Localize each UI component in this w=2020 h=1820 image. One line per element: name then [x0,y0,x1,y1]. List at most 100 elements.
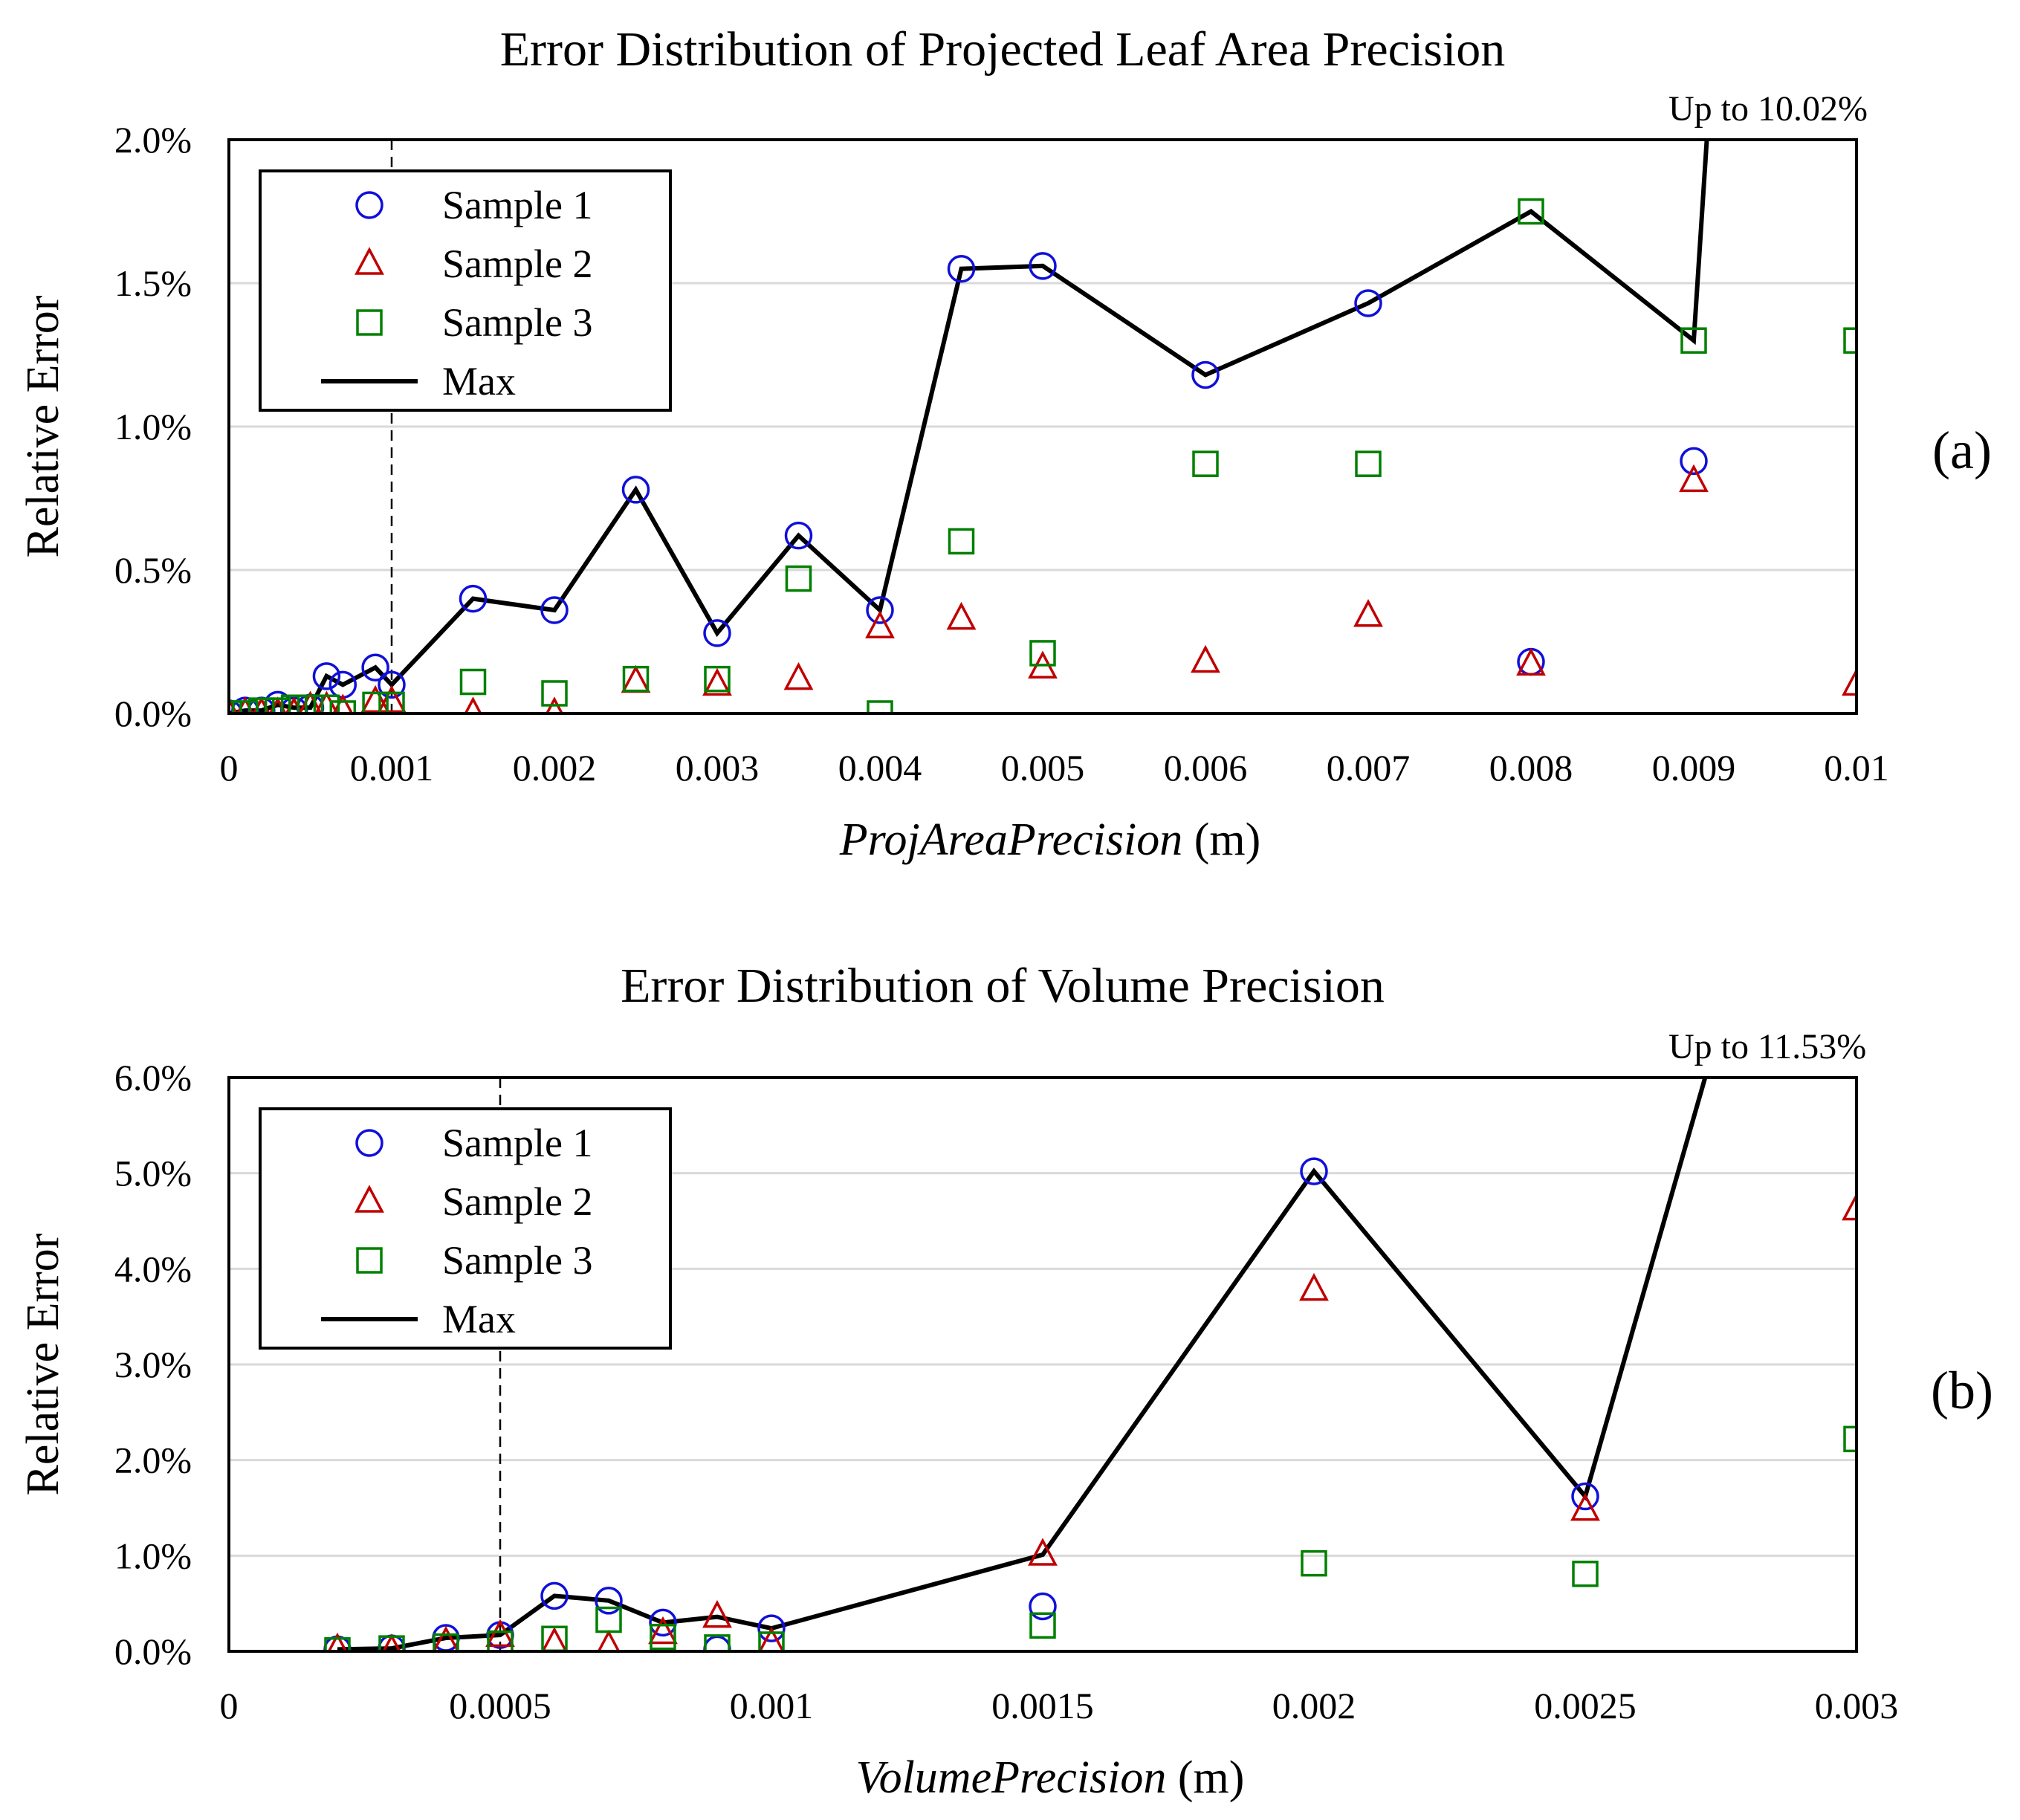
x-tick-label: 0.002 [1272,1685,1356,1726]
series-sample-3 [229,198,1856,713]
data-point [540,596,569,624]
data-point [327,1632,348,1651]
data-point [248,697,275,713]
data-point [703,1635,731,1651]
x-tick-label: 0.002 [513,747,597,788]
data-point [264,697,291,713]
data-point [433,1633,459,1651]
data-point [232,700,259,713]
x-tick-label: 0.007 [1327,747,1411,788]
legend-marker [355,1185,384,1213]
chart-title: Error Distribution of Volume Precision [621,959,1385,1013]
data-point [947,254,976,283]
max-line [337,1078,1708,1651]
x-tick-label: 0.003 [1815,1685,1899,1726]
data-point [485,1619,515,1648]
data-point [1843,1425,1856,1453]
legend-box [259,169,672,412]
data-point [1842,667,1856,696]
data-point [361,653,389,681]
data-point [702,667,732,696]
data-point [758,1631,785,1651]
data-point [1029,1612,1056,1639]
data-point [648,1616,678,1645]
data-point [595,1587,623,1615]
data-point [649,1608,677,1637]
data-point [312,662,341,690]
data-point [948,528,975,555]
data-point [459,584,488,613]
chart-title: Error Distribution of Projected Leaf Are… [500,22,1506,77]
data-point [540,1581,569,1610]
panel-label: (b) [1931,1361,1993,1420]
y-tick-label: 1.0% [114,1535,192,1576]
data-point [268,696,287,713]
data-point [1680,327,1707,354]
data-point [541,1626,568,1651]
y-tick-label: 1.5% [114,262,192,304]
x-tick-label: 0.006 [1164,747,1248,788]
x-tick-label: 0 [220,1685,239,1726]
data-point [252,696,271,713]
data-point [541,680,568,707]
data-point [621,664,651,693]
data-point [1842,1192,1856,1221]
legend-marker [355,247,384,275]
x-tick-label: 0.0025 [1534,1685,1637,1726]
data-point [703,619,731,647]
annotation-label: Up to 11.53% [1668,1027,1866,1066]
data-point [313,694,340,713]
data-point [362,691,389,713]
data-point [866,596,894,624]
data-point [487,1630,514,1651]
data-point [1299,1272,1329,1301]
data-point [1029,252,1057,280]
chart-panel-a: Error Distribution of Projected Leaf Are… [18,22,1992,865]
legend-label: Sample 1 [442,1121,592,1165]
legend-label: Sample 3 [442,300,592,345]
data-point [1301,1549,1327,1577]
legend-label: Max [442,359,516,404]
data-point [1355,450,1382,477]
data-point [459,668,487,696]
data-point [867,700,893,713]
y-tick-label: 0.5% [114,549,192,591]
data-point [1029,640,1056,667]
y-tick-label: 3.0% [114,1344,192,1385]
y-axis-label: Relative Error [18,295,68,557]
data-point [360,684,391,713]
y-axis-label: Relative Error [18,1233,68,1495]
legend-marker [356,1247,383,1274]
data-point [1191,360,1220,389]
data-point [650,1623,676,1651]
data-point [595,1606,622,1633]
data-point [785,565,812,592]
series-sample-2 [327,1192,1856,1651]
x-tick-label: 0.0015 [991,1685,1094,1726]
data-point [758,1626,785,1651]
x-tick-label: 0.005 [1001,747,1085,788]
x-tick-label: 0 [220,747,239,788]
data-point [757,1614,786,1642]
y-tick-label: 0.0% [114,1630,192,1672]
data-point [784,521,813,550]
data-point [314,690,339,713]
legend-marker [355,1129,383,1157]
data-point [280,694,308,713]
series-sample-3 [324,1425,1856,1651]
x-tick-label: 0.008 [1489,747,1573,788]
data-point [298,690,323,713]
data-point [1029,1592,1057,1621]
data-point [1028,1538,1058,1566]
x-tick-label: 0.001 [730,1685,814,1726]
data-point [621,476,650,504]
plot-frame [227,138,1858,715]
data-point [236,696,254,713]
x-axis-label-variable: ProjAreaPrecision [839,815,1182,865]
data-point [865,610,895,638]
data-point [1354,289,1382,317]
data-point [597,1629,621,1651]
x-axis-label: ProjAreaPrecision (m) [839,815,1261,865]
x-tick-label: 0.0005 [449,1685,551,1726]
